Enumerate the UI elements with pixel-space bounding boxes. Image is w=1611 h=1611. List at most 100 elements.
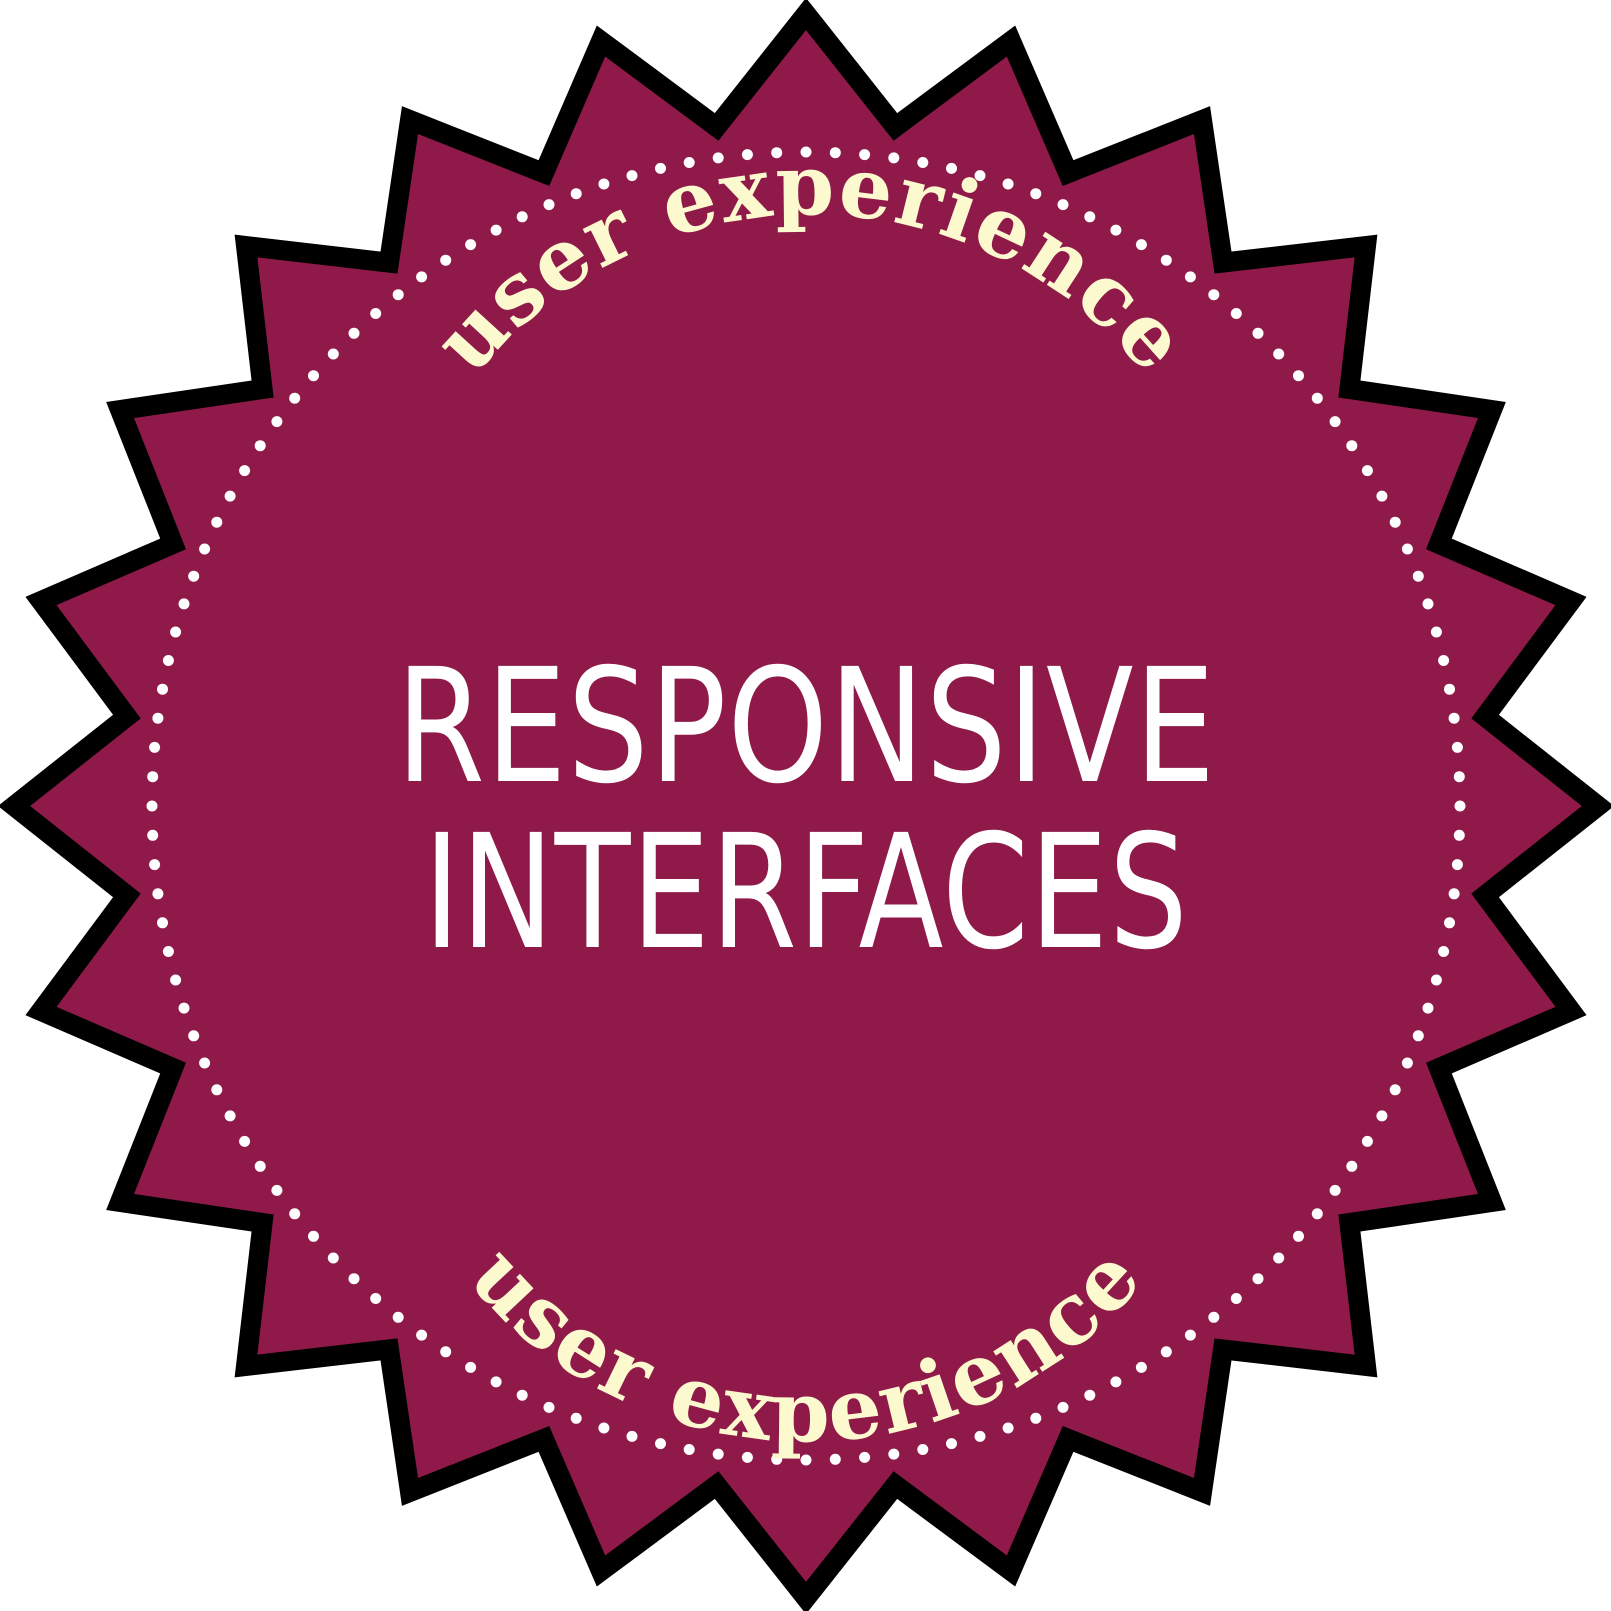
ring-dot: [1329, 1184, 1341, 1196]
ring-dot: [917, 1444, 929, 1455]
ring-dot: [1230, 1293, 1242, 1304]
ring-dot: [1346, 1160, 1358, 1172]
title-line-2: INTERFACES: [424, 801, 1189, 985]
ring-dot: [1002, 1422, 1014, 1434]
ring-dot: [598, 178, 610, 190]
ring-dot: [1208, 1311, 1220, 1323]
ring-dot: [147, 829, 159, 841]
ring-dot: [1444, 917, 1455, 929]
ring-dot: [712, 1448, 724, 1460]
ring-dot: [1451, 741, 1463, 753]
ring-dot: [1412, 570, 1424, 582]
ring-dot: [1329, 416, 1341, 428]
ring-dot: [626, 1430, 638, 1442]
ring-dot: [149, 859, 161, 871]
ring-dot: [308, 370, 319, 382]
ring-dot: [771, 1453, 783, 1465]
ring-dot: [490, 224, 502, 236]
ring-dot: [1453, 771, 1465, 783]
ring-dot: [570, 1412, 582, 1424]
ring-dot: [289, 1208, 301, 1220]
ring-dot: [327, 348, 339, 360]
ring-dot: [348, 327, 360, 339]
ring-dot: [1422, 598, 1434, 610]
ring-dot: [1376, 1110, 1388, 1122]
ring-dot: [1184, 1329, 1196, 1341]
ring-dot: [1110, 1376, 1122, 1388]
ring-dot: [946, 162, 957, 174]
ring-dot: [392, 1311, 404, 1323]
ring-dot: [416, 1329, 428, 1341]
ring-dot: [1030, 1412, 1042, 1424]
ring-dot: [327, 1252, 339, 1264]
ring-dot: [1389, 516, 1401, 528]
ring-dot: [1444, 683, 1455, 695]
ring-dot: [829, 147, 841, 159]
ring-dot: [543, 199, 555, 211]
dotted-ring: [146, 146, 1466, 1466]
ring-dot: [1110, 224, 1122, 236]
ring-dot: [239, 465, 251, 477]
ring-dot: [516, 211, 528, 223]
ring-dot: [974, 170, 986, 182]
ring-dot: [490, 1376, 502, 1388]
ring-dot: [271, 1184, 283, 1196]
ring-dot: [1438, 655, 1450, 666]
ring-dot: [416, 271, 428, 283]
ring-dot: [149, 741, 161, 753]
ring-dot: [465, 1361, 477, 1373]
ring-dot: [829, 1453, 841, 1465]
ring-dot: [199, 543, 211, 555]
ring-dot: [1273, 1252, 1285, 1264]
ring-dot: [655, 162, 666, 174]
ring-dot: [162, 946, 174, 957]
ring-dot: [888, 152, 900, 164]
ring-dot: [741, 1451, 753, 1463]
ring-dot: [655, 1438, 666, 1450]
ring-dot: [1389, 1084, 1401, 1096]
ring-dot: [254, 440, 266, 452]
ring-dot: [974, 1430, 986, 1442]
ring-dot: [1376, 490, 1388, 502]
ring-dot: [440, 254, 452, 266]
ring-dot: [516, 1389, 528, 1401]
ring-dot: [308, 1230, 319, 1242]
ring-dot: [741, 149, 753, 161]
ring-dot: [800, 1454, 812, 1466]
ring-dot: [1401, 543, 1413, 555]
title-line-1: RESPONSIVE: [396, 635, 1216, 819]
ring-dot: [440, 1346, 452, 1358]
ring-dot: [224, 1110, 236, 1122]
ring-dot: [1311, 1208, 1323, 1220]
ring-dot: [1346, 440, 1358, 452]
ring-dot: [254, 1160, 266, 1172]
ring-dot: [1184, 271, 1196, 283]
ring-dot: [370, 1293, 382, 1304]
ring-dot: [1453, 829, 1465, 841]
ring-dot: [1454, 800, 1466, 812]
ring-dot: [1252, 1273, 1264, 1285]
ring-dot: [170, 974, 182, 986]
ring-dot: [1208, 289, 1220, 301]
ring-dot: [199, 1057, 211, 1069]
ring-dot: [188, 1030, 200, 1042]
ring-dot: [1084, 211, 1096, 223]
ring-dot: [598, 1422, 610, 1434]
ring-dot: [152, 888, 164, 900]
ring-dot: [1160, 254, 1172, 266]
ring-dot: [178, 598, 190, 610]
ring-dot: [1361, 1135, 1373, 1147]
ring-dot: [211, 1084, 223, 1096]
ring-dot: [1293, 1230, 1304, 1242]
ring-dot: [1160, 1346, 1172, 1358]
ring-dot: [1311, 392, 1323, 404]
ring-dot: [370, 308, 382, 319]
ring-dot: [289, 392, 301, 404]
ring-dot: [1135, 239, 1147, 251]
ring-dot: [1230, 308, 1242, 319]
ring-dot: [157, 917, 168, 929]
ring-dot: [1451, 859, 1463, 871]
ring-dot: [888, 1448, 900, 1460]
